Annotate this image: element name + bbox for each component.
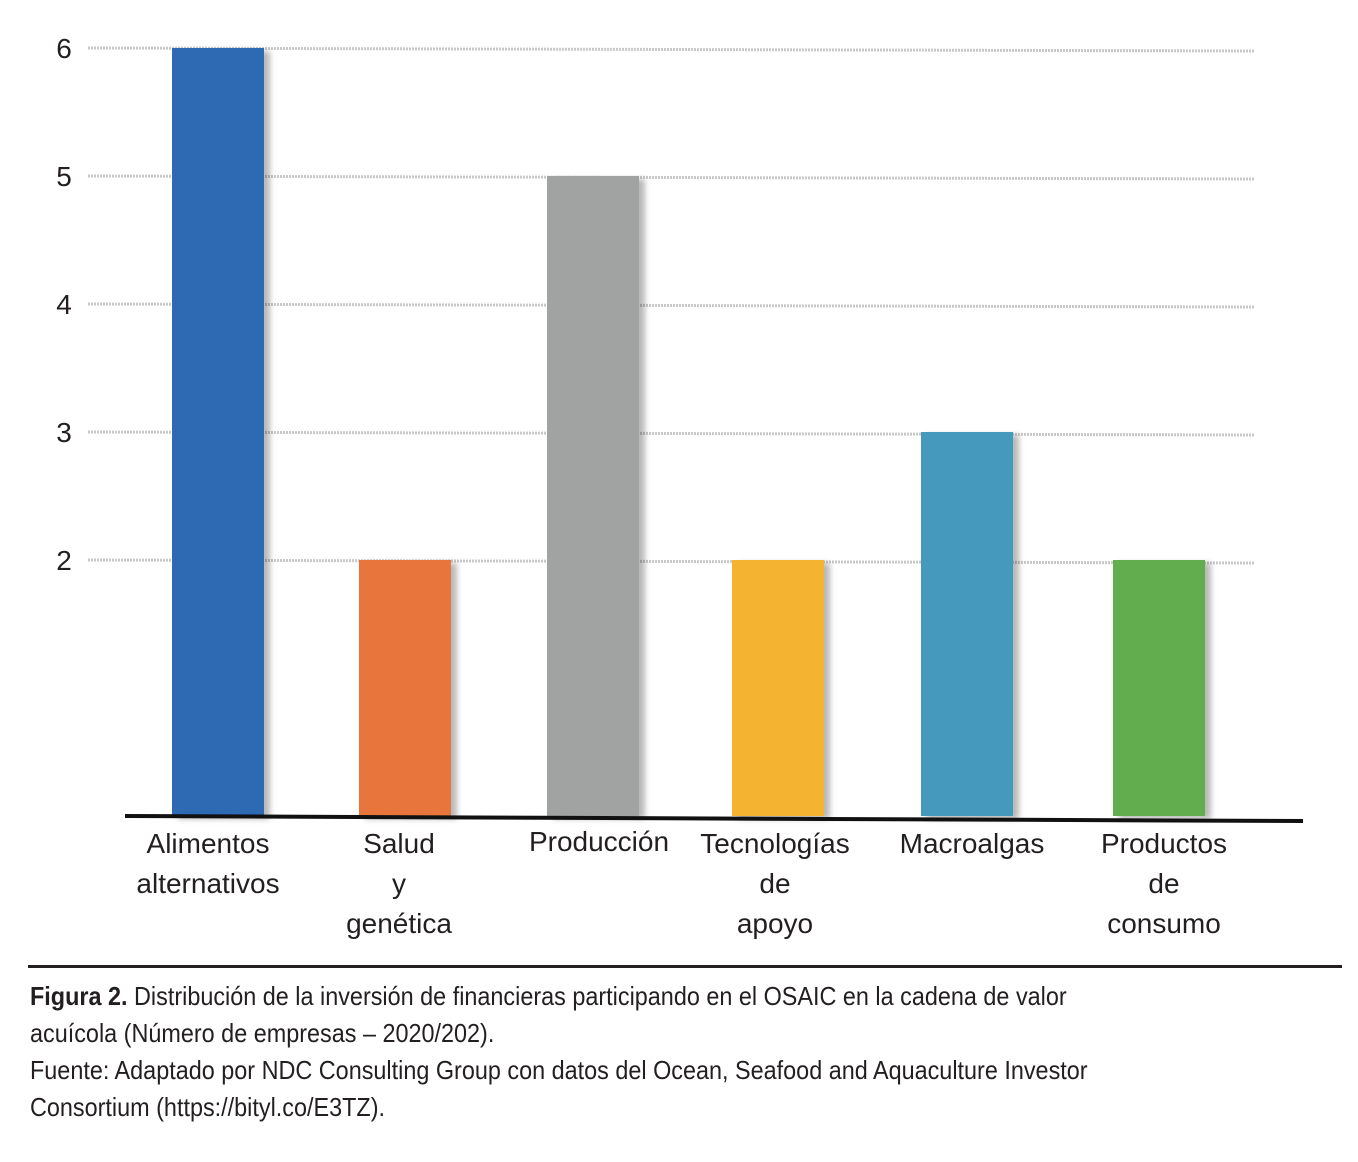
caption-description: Figura 2. Distribución de la inversión d…: [30, 978, 1200, 1015]
gridline: [87, 558, 1256, 565]
y-tick-label: 3: [56, 417, 72, 448]
caption-line-2: acuícola (Número de empresas – 2020/202)…: [30, 1018, 495, 1048]
caption-source-1: Fuente: Adaptado por NDC Consulting Grou…: [30, 1055, 1088, 1085]
y-tick-label: 6: [56, 33, 72, 64]
bar: [732, 560, 824, 816]
category-label-line: Tecnologías: [700, 828, 849, 859]
y-tick-label: 5: [56, 161, 72, 192]
figure-label: Figura 2.: [30, 981, 128, 1011]
category-label-line: y: [392, 868, 406, 899]
category-label-line: apoyo: [737, 908, 813, 939]
y-tick-label: 2: [56, 545, 72, 576]
x-axis-line: [124, 814, 1304, 823]
category-label-line: Alimentos: [147, 828, 270, 859]
gridline: [87, 302, 1256, 309]
x-category-label: Producción: [529, 826, 669, 857]
x-category-label: Alimentos alternativos: [136, 828, 279, 899]
category-label-line: consumo: [1107, 908, 1221, 939]
bar: [359, 560, 451, 816]
gridline: [87, 174, 1256, 181]
bar: [921, 432, 1013, 816]
category-label-line: Salud: [363, 828, 435, 859]
category-label-line: de: [759, 868, 790, 899]
bar: [172, 48, 264, 816]
category-label-line: Producción: [529, 826, 669, 857]
bar: [1113, 560, 1205, 816]
gridline: [87, 430, 1256, 437]
bar: [547, 176, 639, 816]
gridline: [87, 46, 1256, 53]
bar-chart: 2 3 4 5 6 Alimentos alternativos Salud y genética…: [56, 33, 1304, 939]
caption-line-1: Distribución de la inversión de financie…: [127, 981, 1067, 1011]
figure-caption: Figura 2. Distribución de la inversión d…: [30, 978, 1200, 1126]
y-tick-label: 4: [56, 289, 72, 320]
category-label-line: alternativos: [136, 868, 279, 899]
category-label-line: Macroalgas: [900, 828, 1045, 859]
x-category-label: Macroalgas: [900, 828, 1045, 859]
category-label-line: de: [1148, 868, 1179, 899]
x-category-label: Salud y genética: [346, 828, 452, 939]
caption-source-2: Consortium (https://bityl.co/E3TZ).: [30, 1092, 386, 1122]
caption-divider: [28, 965, 1342, 968]
x-category-label: Productos de consumo: [1101, 828, 1227, 939]
x-category-label: Tecnologías de apoyo: [700, 828, 849, 939]
category-label-line: Productos: [1101, 828, 1227, 859]
category-label-line: genética: [346, 908, 452, 939]
